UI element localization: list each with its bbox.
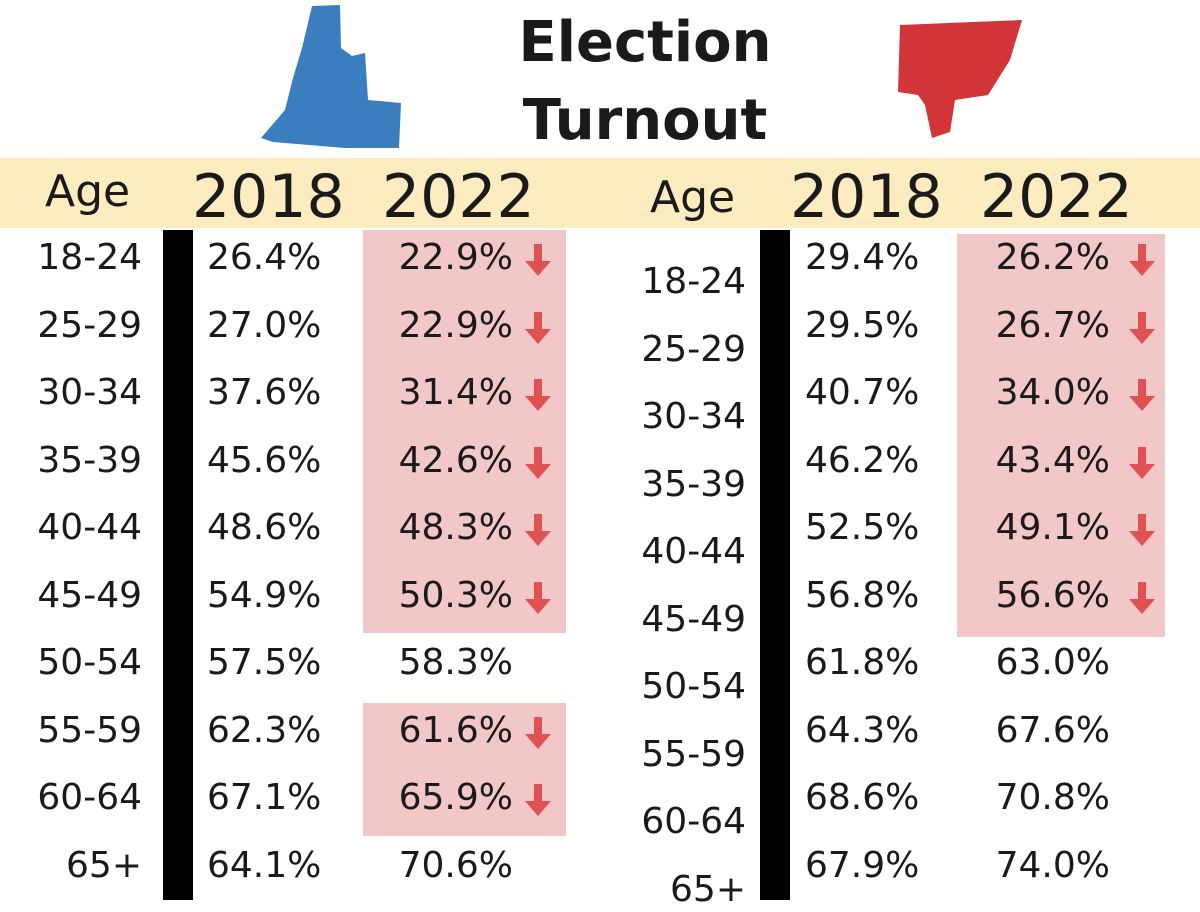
left-value-2018: 26.4% [207,237,322,278]
left-decrease-highlight [363,230,566,633]
down-arrow-icon [1129,311,1155,344]
left-value-2018: 48.6% [207,507,322,548]
left-age-label: 18-24 [37,237,142,278]
left-value-2022: 31.4% [398,372,513,413]
down-arrow-icon [1129,514,1155,546]
right-divider-bar [760,230,790,900]
right-value-2018: 61.8% [805,642,920,683]
down-arrow-icon [525,784,551,816]
down-arrow-icon [525,446,551,479]
right-age-label: 60-64 [641,801,746,842]
left-age-label: 50-54 [37,642,142,683]
right-value-2018: 29.4% [805,237,920,278]
right-age-label: 35-39 [641,463,746,505]
left-decrease-highlight [363,702,566,836]
left-age-label: 45-49 [37,574,142,616]
right-value-2022: 63.0% [995,642,1110,683]
right-value-2022: 70.8% [995,777,1110,818]
right-value-2018: 56.8% [805,574,920,616]
right-age-label: 30-34 [641,396,746,437]
left-age-label: 40-44 [37,507,142,548]
right-value-2018: 52.5% [805,507,920,548]
down-arrow-icon [525,514,551,546]
down-arrow-icon [525,716,551,749]
right-value-2018: 29.5% [805,304,920,346]
right-header-2022: 2022 [980,162,1133,232]
left-value-2018: 62.3% [207,709,322,751]
right-value-2022: 26.2% [995,237,1110,278]
right-value-2018: 67.9% [805,844,920,886]
left-divider-bar [163,230,193,900]
left-value-2022: 58.3% [398,642,513,683]
right-value-2022: 43.4% [995,439,1110,481]
right-age-label: 65+ [670,868,746,910]
down-arrow-icon [525,244,551,276]
right-value-2018: 46.2% [805,439,920,481]
down-arrow-icon [525,581,551,614]
left-value-2022: 50.3% [398,574,513,616]
right-header-2018: 2018 [790,162,943,232]
left-value-2022: 48.3% [398,507,513,548]
left-value-2018: 64.1% [207,844,322,886]
left-value-2018: 54.9% [207,574,322,616]
left-age-label: 65+ [66,844,142,886]
left-age-label: 35-39 [37,439,142,481]
chart-title: Election Turnout [480,4,810,160]
right-value-2018: 40.7% [805,372,920,413]
right-value-2018: 68.6% [805,777,920,818]
down-arrow-icon [1129,581,1155,614]
right-value-2022: 56.6% [995,574,1110,616]
right-value-2022: 67.6% [995,709,1110,751]
left-value-2022: 61.6% [398,709,513,751]
left-age-label: 60-64 [37,777,142,818]
left-value-2022: 65.9% [398,777,513,818]
red-state-shape-icon [898,20,1022,138]
left-header-2022: 2022 [382,162,535,232]
left-value-2018: 37.6% [207,372,322,413]
right-decrease-highlight [957,234,1165,637]
left-value-2022: 70.6% [398,844,513,886]
left-value-2018: 45.6% [207,439,322,481]
left-value-2022: 22.9% [398,304,513,346]
right-header-age: Age [650,172,736,223]
down-arrow-icon [525,311,551,344]
right-value-2018: 64.3% [805,709,920,751]
right-value-2022: 26.7% [995,304,1110,346]
left-age-label: 30-34 [37,372,142,413]
right-age-label: 50-54 [641,666,746,707]
left-age-label: 55-59 [37,709,142,751]
left-value-2018: 27.0% [207,304,322,346]
title-line-2: Turnout [522,88,768,153]
down-arrow-icon [1129,244,1155,276]
blue-state-shape-icon [261,5,401,148]
right-age-label: 45-49 [641,598,746,640]
right-age-label: 18-24 [641,261,746,302]
right-age-label: 40-44 [641,531,746,572]
left-header-2018: 2018 [192,162,345,232]
down-arrow-icon [1129,446,1155,479]
right-value-2022: 49.1% [995,507,1110,548]
title-line-1: Election [518,10,772,75]
right-value-2022: 74.0% [995,844,1110,886]
right-value-2022: 34.0% [995,372,1110,413]
left-value-2018: 67.1% [207,777,322,818]
right-age-label: 55-59 [641,733,746,775]
right-age-label: 25-29 [641,328,746,370]
left-value-2022: 22.9% [398,237,513,278]
left-value-2018: 57.5% [207,642,322,683]
left-header-age: Age [45,166,131,217]
header-band [0,158,1200,228]
left-value-2022: 42.6% [398,439,513,481]
down-arrow-icon [1129,379,1155,411]
left-age-label: 25-29 [37,304,142,346]
down-arrow-icon [525,379,551,411]
